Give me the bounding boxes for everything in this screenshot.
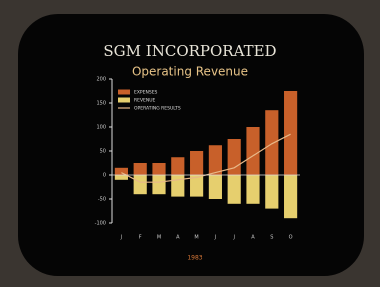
legend-swatch: [118, 98, 130, 103]
bar: [115, 168, 128, 175]
legend-swatch: [118, 90, 130, 95]
legend-label: EXPENSES: [134, 90, 158, 96]
bar: [228, 139, 241, 175]
bar: [265, 175, 278, 209]
bar: [209, 175, 222, 199]
x-tick-label: M: [157, 235, 161, 241]
screen-photo: SGM INCORPORATED Operating Revenue 1983 …: [0, 0, 380, 287]
bar: [134, 175, 147, 194]
y-tick-label: 200: [96, 77, 106, 83]
x-tick-label: S: [270, 235, 273, 241]
x-tick-label: A: [176, 235, 180, 241]
chart-title: SGM INCORPORATED: [103, 42, 276, 60]
bar: [284, 91, 297, 175]
legend-label: REVENUE: [134, 98, 156, 104]
bar: [152, 163, 165, 175]
x-tick-label: J: [120, 235, 122, 241]
bar: [246, 175, 259, 204]
y-tick-label: 150: [96, 101, 106, 107]
bar: [152, 175, 165, 194]
y-tick-label: 50: [100, 149, 106, 155]
bar: [209, 145, 222, 175]
x-tick-label: F: [139, 235, 142, 241]
bar: [171, 175, 184, 197]
y-tick-label: -100: [95, 221, 106, 227]
bar: [265, 110, 278, 175]
x-tick-label: O: [289, 235, 293, 241]
bar: [228, 175, 241, 204]
bar: [284, 175, 297, 218]
y-tick-label: 0: [103, 173, 106, 179]
bar: [171, 157, 184, 175]
y-tick-label: -50: [98, 197, 106, 203]
bar: [190, 151, 203, 175]
chart-subtitle: Operating Revenue: [132, 65, 248, 79]
x-tick-label: J: [214, 235, 216, 241]
x-tick-label: A: [251, 235, 255, 241]
legend-label: OPERATING RESULTS: [134, 106, 181, 112]
bar: [115, 175, 128, 180]
bar: [246, 127, 259, 175]
x-tick-label: J: [232, 235, 234, 241]
bar: [134, 163, 147, 175]
x-axis-label: 1983: [187, 255, 202, 262]
y-tick-label: 100: [96, 125, 106, 131]
x-tick-label: M: [194, 235, 198, 241]
